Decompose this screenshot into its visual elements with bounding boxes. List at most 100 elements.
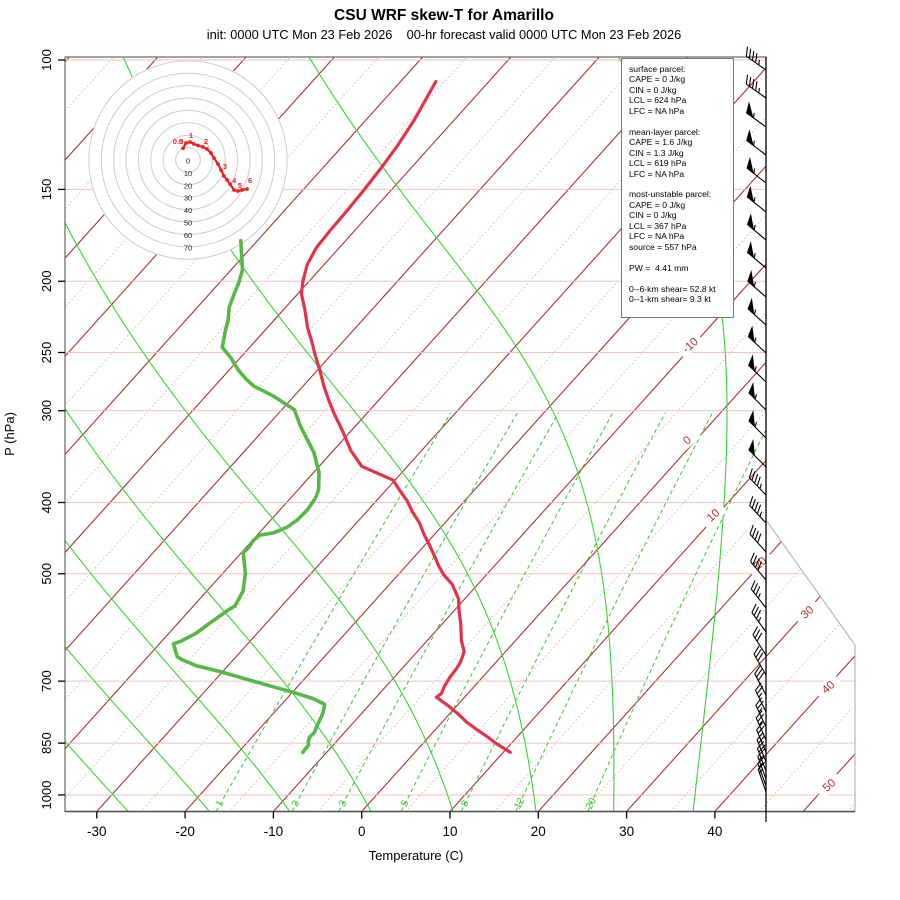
x-tick-label: 10 bbox=[442, 824, 457, 839]
mixing-ratio-label: 12 bbox=[512, 796, 527, 811]
hodograph-point bbox=[236, 189, 240, 193]
wind-barb bbox=[757, 761, 767, 793]
mixing-ratio-line bbox=[291, 412, 518, 812]
x-tick-label: 20 bbox=[531, 824, 546, 839]
moist-adiabat-line bbox=[65, 221, 454, 812]
isotherm-line bbox=[184, 57, 855, 812]
moist-adiabat-line bbox=[308, 57, 615, 812]
y-tick-label: 100 bbox=[39, 49, 54, 71]
isotherm-label-bg bbox=[792, 598, 822, 626]
wind-barb bbox=[748, 468, 767, 496]
hodograph-point bbox=[219, 168, 223, 172]
hodograph-ring bbox=[162, 134, 214, 186]
wind-barb bbox=[755, 697, 767, 728]
hodograph-point bbox=[201, 145, 205, 149]
hodograph-point bbox=[209, 151, 213, 155]
hodograph-height-label: 2 bbox=[204, 137, 208, 146]
mixing-ratio-line bbox=[515, 412, 713, 812]
mixing-ratio-label: 3 bbox=[337, 798, 350, 808]
hodograph-ring-label: 50 bbox=[184, 219, 192, 228]
wind-barb bbox=[755, 710, 767, 741]
wind-barb bbox=[756, 722, 767, 753]
hodograph-ring bbox=[113, 85, 263, 235]
hodograph-ring bbox=[125, 97, 251, 223]
wind-barb bbox=[750, 552, 767, 581]
isotherm-label-bg bbox=[814, 771, 844, 799]
hodograph-ring-label: 0 bbox=[186, 157, 190, 166]
x-tick-label: -20 bbox=[175, 824, 195, 839]
hodograph-point bbox=[212, 156, 216, 160]
hodograph-ring-label: 70 bbox=[184, 243, 192, 252]
isotherm-minor-line bbox=[140, 57, 821, 812]
isotherm-line bbox=[65, 57, 512, 812]
moist-adiabat-line bbox=[65, 407, 372, 812]
y-tick-label: 200 bbox=[39, 270, 54, 292]
wind-barb bbox=[746, 156, 767, 184]
wind-barb bbox=[746, 241, 767, 269]
mixing-ratio-label: 2 bbox=[290, 798, 303, 808]
hodograph-point bbox=[216, 162, 220, 166]
hodograph-ring-label: 60 bbox=[184, 231, 192, 240]
isotherm-line bbox=[272, 57, 855, 812]
hodograph-point bbox=[232, 188, 236, 192]
hodograph-ring bbox=[88, 60, 288, 260]
isotherm-minor-line bbox=[669, 57, 855, 812]
isotherm-label-bg bbox=[675, 331, 705, 359]
x-axis-title: Temperature (C) bbox=[369, 848, 464, 863]
hodograph-point bbox=[205, 147, 209, 151]
isotherm-line bbox=[714, 57, 855, 812]
hodograph-height-label: 6 bbox=[248, 176, 252, 185]
hodograph-ring-label: 30 bbox=[184, 194, 192, 203]
hodograph-height-label: 4 bbox=[232, 176, 237, 185]
mixing-ratio-line bbox=[461, 412, 666, 812]
hodograph-point bbox=[188, 140, 192, 144]
moist-adiabat-line bbox=[65, 539, 291, 812]
mixing-ratio-line bbox=[215, 412, 452, 812]
mixing-ratio-line bbox=[400, 412, 614, 812]
isotherm-minor-line bbox=[405, 57, 855, 812]
x-tick-label: -10 bbox=[264, 824, 284, 839]
wind-barb bbox=[746, 185, 767, 213]
hodograph-point bbox=[228, 182, 232, 186]
wind-barb bbox=[748, 439, 767, 468]
wind-barb bbox=[746, 213, 767, 241]
x-tick-label: 30 bbox=[619, 824, 634, 839]
isotherm-minor-line bbox=[581, 57, 855, 812]
hodograph-height-label: 0.5 bbox=[173, 137, 183, 146]
hodograph-height-label: 1 bbox=[189, 131, 193, 140]
wind-barb bbox=[745, 101, 767, 128]
mixing-ratio-label: 20 bbox=[584, 796, 599, 811]
isotherm-label-bg bbox=[745, 549, 775, 577]
hodograph-ring bbox=[100, 72, 276, 248]
isotherm-minor-line bbox=[65, 57, 733, 812]
wind-barb bbox=[748, 410, 767, 439]
isotherm-label-bg bbox=[698, 501, 728, 529]
parcel-info-box: surface parcel: CAPE = 0 J/kg CIN = 0 J/… bbox=[621, 58, 734, 318]
isotherm-minor-line bbox=[493, 57, 855, 812]
isotherm-label-bg bbox=[672, 426, 702, 454]
isotherm-line bbox=[65, 57, 600, 812]
y-tick-label: 300 bbox=[39, 400, 54, 422]
wind-barb bbox=[745, 74, 767, 99]
mixing-ratio-label: 5 bbox=[399, 798, 412, 808]
y-tick-label: 850 bbox=[39, 732, 54, 754]
hodograph-point bbox=[184, 141, 188, 145]
x-tick-label: -30 bbox=[87, 824, 107, 839]
hodograph-height-label: 3 bbox=[223, 162, 227, 171]
hodograph-point bbox=[245, 187, 249, 191]
wind-barb bbox=[748, 354, 767, 383]
mixing-ratio-label: 8 bbox=[459, 798, 472, 808]
temperature-curve bbox=[299, 80, 512, 754]
hodograph-ring-label: 10 bbox=[184, 169, 192, 178]
y-tick-label: 700 bbox=[39, 670, 54, 692]
wind-barb bbox=[756, 732, 767, 763]
wind-barb bbox=[749, 524, 767, 553]
wind-barb bbox=[754, 682, 767, 713]
isotherm-label-bg bbox=[813, 673, 843, 701]
hodograph-point bbox=[192, 142, 196, 146]
wind-barb bbox=[751, 603, 767, 633]
y-tick-label: 150 bbox=[39, 179, 54, 201]
isotherm-minor-line bbox=[758, 57, 855, 812]
